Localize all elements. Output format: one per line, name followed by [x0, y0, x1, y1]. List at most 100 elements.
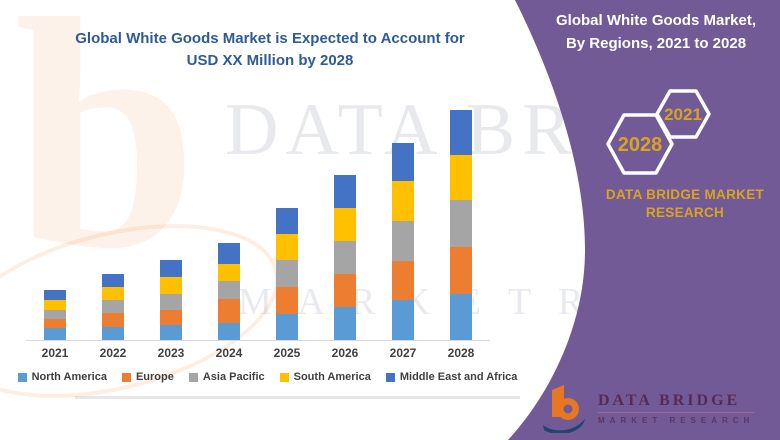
x-axis-label-2023: 2023 — [157, 346, 185, 360]
segment-europe-2023 — [160, 310, 182, 325]
segment-europe-2027 — [392, 261, 414, 300]
segment-north-america-2022 — [102, 327, 124, 340]
segment-asia-pacific-2025 — [276, 260, 298, 287]
hexagon-2028-label: 2028 — [618, 134, 663, 156]
legend-swatch-north-america — [17, 372, 27, 382]
stacked-bar-2021 — [44, 290, 66, 340]
logo-b-bowl-hole — [563, 404, 573, 414]
segment-north-america-2026 — [334, 307, 356, 340]
segment-middle-east-and-africa-2021 — [44, 290, 66, 300]
segment-north-america-2021 — [44, 328, 66, 340]
stacked-bar-2025 — [276, 208, 298, 340]
bar-slot-2028 — [432, 98, 490, 340]
x-axis-label-2027: 2027 — [389, 346, 417, 360]
footer-logo-text: DATA BRIDGE MARKET RESEARCH — [598, 391, 755, 425]
segment-middle-east-and-africa-2025 — [276, 208, 298, 234]
legend-item-europe: Europe — [121, 371, 174, 383]
segment-asia-pacific-2021 — [44, 310, 66, 319]
legend-swatch-europe — [121, 372, 131, 382]
legend-label-middle-east-and-africa: Middle East and Africa — [399, 371, 518, 383]
segment-europe-2024 — [218, 299, 240, 323]
stacked-bar-2028 — [450, 110, 472, 340]
legend-swatch-south-america — [279, 372, 289, 382]
legend-item-middle-east-and-africa: Middle East and Africa — [385, 371, 518, 383]
legend-label-north-america: North America — [31, 371, 107, 383]
data-bridge-logo-icon — [543, 385, 585, 433]
segment-south-america-2025 — [276, 234, 298, 260]
bar-slot-2023 — [142, 98, 200, 340]
legend-item-asia-pacific: Asia Pacific — [188, 371, 265, 383]
legend-label-asia-pacific: Asia Pacific — [202, 371, 265, 383]
segment-south-america-2023 — [160, 277, 182, 294]
side-panel-title-line1: Global White Goods Market, — [555, 12, 757, 29]
segment-middle-east-and-africa-2027 — [392, 143, 414, 181]
segment-north-america-2023 — [160, 325, 182, 340]
segment-asia-pacific-2022 — [102, 300, 124, 313]
hexagon-2028 — [606, 113, 674, 175]
stacked-bar-2022 — [102, 274, 124, 340]
bar-slot-2025 — [258, 98, 316, 340]
side-panel-brand-line2: RESEARCH — [645, 205, 725, 221]
stacked-bar-2026 — [334, 175, 356, 340]
x-axis-label-2024: 2024 — [215, 346, 243, 360]
x-axis-labels: 2021 2022 2023 2024 2025 2026 2027 2028 — [26, 346, 490, 360]
bar-slot-2022 — [84, 98, 142, 340]
segment-asia-pacific-2026 — [334, 241, 356, 274]
footer-brand: DATA BRIDGE — [598, 391, 741, 409]
chart-title-line1: Global White Goods Market is Expected to… — [75, 30, 465, 47]
segment-europe-2026 — [334, 274, 356, 307]
footer-rule — [598, 411, 755, 413]
segment-middle-east-and-africa-2022 — [102, 274, 124, 287]
stacked-bar-2023 — [160, 260, 182, 340]
segment-south-america-2021 — [44, 300, 66, 310]
segment-south-america-2024 — [218, 264, 240, 281]
side-panel: 2021 2028 — [508, 0, 780, 440]
segment-europe-2025 — [276, 287, 298, 314]
segment-north-america-2028 — [450, 294, 472, 340]
x-axis-label-2028: 2028 — [447, 346, 475, 360]
legend-item-north-america: North America — [17, 371, 107, 383]
stacked-bar-2027 — [392, 143, 414, 340]
legend-label-south-america: South America — [293, 371, 371, 383]
segment-south-america-2028 — [450, 155, 472, 200]
segment-south-america-2026 — [334, 208, 356, 241]
legend-swatch-asia-pacific — [188, 372, 198, 382]
side-panel-brand-line1: DATA BRIDGE MARKET — [605, 187, 765, 202]
segment-asia-pacific-2024 — [218, 281, 240, 299]
bar-slot-2021 — [26, 98, 84, 340]
legend-item-south-america: South America — [279, 371, 371, 383]
bar-slot-2027 — [374, 98, 432, 340]
legend-swatch-middle-east-and-africa — [385, 372, 395, 382]
bar-slot-2024 — [200, 98, 258, 340]
segment-north-america-2027 — [392, 300, 414, 340]
segment-asia-pacific-2023 — [160, 294, 182, 310]
plot-area — [26, 98, 490, 341]
x-axis-label-2022: 2022 — [99, 346, 127, 360]
chart-title: Global White Goods Market is Expected to… — [0, 28, 540, 72]
segment-asia-pacific-2028 — [450, 200, 472, 247]
segment-middle-east-and-africa-2024 — [218, 243, 240, 264]
chart-title-line2: USD XX Million by 2028 — [186, 51, 354, 69]
side-panel-title-line2: By Regions, 2021 to 2028 — [565, 34, 747, 52]
x-axis-label-2026: 2026 — [331, 346, 359, 360]
side-panel-title: Global White Goods Market, By Regions, 2… — [548, 10, 764, 55]
side-panel-brand: DATA BRIDGE MARKET RESEARCH — [560, 186, 780, 222]
segment-north-america-2025 — [276, 314, 298, 340]
segment-middle-east-and-africa-2023 — [160, 260, 182, 277]
x-axis-label-2025: 2025 — [273, 346, 301, 360]
watermark-rule — [75, 396, 520, 399]
bar-slot-2026 — [316, 98, 374, 340]
legend: North America Europe Asia Pacific South Ame… — [0, 371, 535, 383]
segment-asia-pacific-2027 — [392, 221, 414, 261]
segment-middle-east-and-africa-2028 — [450, 110, 472, 155]
segment-europe-2028 — [450, 247, 472, 294]
side-panel-background — [508, 0, 780, 440]
segment-middle-east-and-africa-2026 — [334, 175, 356, 208]
segment-north-america-2024 — [218, 323, 240, 340]
legend-label-europe: Europe — [135, 371, 174, 383]
footer-logo: DATA BRIDGE MARKET RESEARCH — [540, 383, 755, 433]
logo-swoosh — [543, 419, 585, 433]
segment-south-america-2027 — [392, 181, 414, 221]
footer-subtitle: MARKET RESEARCH — [598, 415, 755, 425]
stacked-bar-2024 — [218, 243, 240, 340]
